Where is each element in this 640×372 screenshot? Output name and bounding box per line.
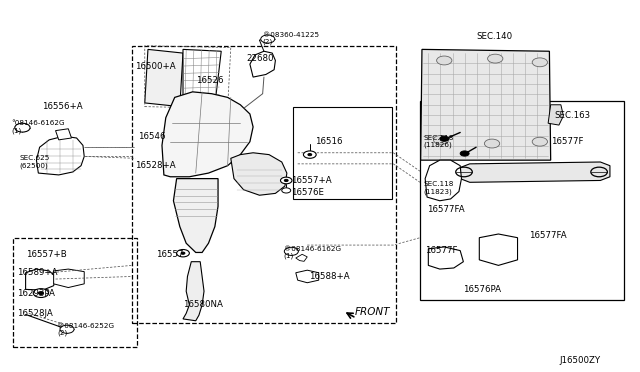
Polygon shape [26, 269, 56, 290]
Text: 16577F: 16577F [550, 137, 583, 146]
Polygon shape [36, 136, 84, 175]
Bar [420, 101, 624, 301]
Circle shape [436, 56, 452, 65]
Bar [293, 107, 392, 199]
Text: ®08360-41225
(2): ®08360-41225 (2) [262, 32, 319, 45]
Text: 16557+A: 16557+A [291, 176, 332, 185]
Text: 16516: 16516 [315, 137, 342, 146]
Polygon shape [460, 162, 610, 182]
Text: 16293PA: 16293PA [17, 289, 55, 298]
Text: SEC.163: SEC.163 [554, 111, 591, 121]
Circle shape [177, 250, 189, 257]
Text: SEC.625
(62500): SEC.625 (62500) [19, 155, 50, 169]
Polygon shape [177, 105, 202, 116]
Circle shape [303, 151, 316, 158]
Text: 16577FA: 16577FA [529, 231, 566, 240]
Circle shape [284, 179, 288, 182]
Polygon shape [548, 105, 563, 125]
Circle shape [60, 325, 74, 333]
Polygon shape [145, 49, 183, 107]
Text: 16500+A: 16500+A [135, 61, 176, 71]
Polygon shape [296, 270, 319, 283]
Text: 16576PA: 16576PA [463, 285, 501, 294]
Circle shape [15, 123, 30, 132]
Circle shape [280, 177, 292, 184]
Circle shape [484, 139, 500, 148]
Text: °08146-6162G
(1): °08146-6162G (1) [11, 120, 65, 134]
Circle shape [532, 137, 547, 146]
Circle shape [488, 54, 503, 63]
Circle shape [282, 188, 291, 193]
Circle shape [460, 151, 469, 156]
Text: 16526: 16526 [196, 76, 223, 85]
Text: 16546: 16546 [138, 132, 166, 141]
Polygon shape [296, 254, 307, 261]
Polygon shape [183, 262, 204, 321]
Polygon shape [173, 179, 218, 253]
Polygon shape [479, 234, 518, 265]
Polygon shape [428, 247, 463, 269]
Text: 16580NA: 16580NA [183, 300, 223, 310]
Circle shape [284, 247, 298, 256]
Text: 16588+A: 16588+A [308, 272, 349, 281]
Text: SEC.118
(11823): SEC.118 (11823) [424, 181, 454, 195]
Polygon shape [183, 49, 221, 107]
Text: 16557: 16557 [156, 250, 183, 259]
Text: 16589+A: 16589+A [17, 268, 58, 277]
Text: 16577FA: 16577FA [427, 205, 465, 215]
Text: 16576E: 16576E [291, 188, 324, 197]
Polygon shape [54, 269, 84, 288]
Circle shape [260, 35, 275, 43]
Text: FRONT: FRONT [355, 307, 390, 317]
Polygon shape [420, 49, 550, 160]
Circle shape [532, 58, 547, 67]
Circle shape [33, 289, 49, 298]
Text: J16500ZY: J16500ZY [559, 356, 600, 365]
Bar [132, 46, 396, 323]
Circle shape [440, 136, 449, 141]
Bar [13, 238, 137, 347]
Circle shape [38, 292, 44, 295]
Text: 22680: 22680 [246, 54, 274, 63]
Text: 16556+A: 16556+A [42, 102, 82, 111]
Circle shape [433, 135, 449, 144]
Text: 16528JA: 16528JA [17, 309, 53, 318]
Polygon shape [162, 92, 253, 177]
Circle shape [181, 252, 185, 254]
Polygon shape [425, 160, 461, 201]
Text: SEC.140: SEC.140 [476, 32, 512, 41]
Text: 16557+B: 16557+B [26, 250, 67, 259]
Text: 16528+A: 16528+A [135, 161, 176, 170]
Text: 16577F: 16577F [425, 246, 458, 255]
Polygon shape [250, 51, 275, 77]
Polygon shape [56, 129, 72, 140]
Text: ®08146-6162G
(1): ®08146-6162G (1) [284, 246, 341, 259]
Circle shape [308, 154, 312, 156]
Text: ®08146-6252G
(2): ®08146-6252G (2) [58, 323, 115, 336]
Text: SEC.118
(11826): SEC.118 (11826) [424, 135, 454, 148]
Polygon shape [231, 153, 287, 195]
